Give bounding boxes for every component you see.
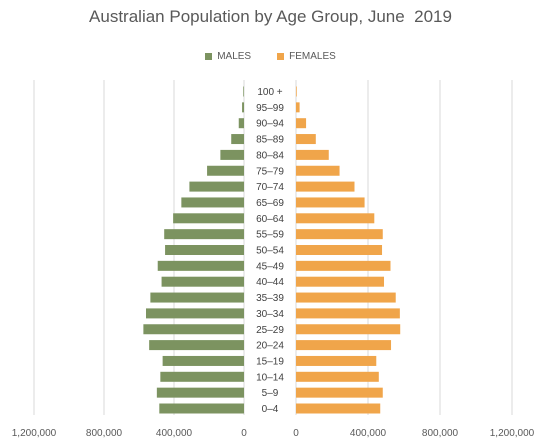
bar-females-16: [296, 340, 392, 351]
bar-females-12: [296, 276, 385, 287]
category-label-0: 100 +: [257, 87, 282, 98]
x-tick-right-3: 1,200,000: [490, 428, 535, 439]
bar-females-0: [296, 86, 297, 97]
bar-males-18: [160, 371, 244, 382]
bar-females-20: [296, 403, 381, 414]
category-label-11: 45–49: [256, 261, 284, 272]
bar-males-5: [207, 165, 244, 176]
bar-males-16: [149, 340, 244, 351]
category-label-9: 55–59: [256, 230, 284, 241]
bar-males-6: [189, 181, 244, 192]
bar-females-18: [296, 371, 379, 382]
bar-males-2: [238, 118, 244, 129]
bar-males-0: [243, 86, 244, 97]
category-label-13: 35–39: [256, 293, 284, 304]
category-label-8: 60–64: [256, 214, 284, 225]
bar-males-15: [143, 324, 244, 335]
chart-title: Australian Population by Age Group, June…: [89, 7, 452, 26]
legend-swatch-males: [205, 53, 213, 60]
bar-males-10: [165, 245, 244, 255]
bar-males-7: [181, 197, 244, 208]
bar-females-19: [296, 387, 383, 398]
category-label-4: 80–84: [256, 150, 284, 161]
bar-females-6: [296, 181, 355, 192]
bar-females-13: [296, 292, 396, 303]
legend-label-males: MALES: [217, 51, 252, 62]
category-label-1: 95–99: [256, 103, 284, 114]
bar-males-14: [146, 308, 244, 319]
bar-females-11: [296, 260, 391, 271]
bar-males-9: [164, 229, 244, 240]
bar-males-4: [220, 149, 244, 160]
x-tick-left-0: 1,200,000: [12, 428, 57, 439]
legend-item-females: FEMALES: [277, 51, 336, 62]
bar-females-3: [296, 134, 316, 145]
bar-males-13: [150, 292, 244, 303]
legend-item-males: MALES: [205, 51, 251, 62]
category-label-19: 5–9: [262, 388, 279, 399]
bar-males-17: [162, 355, 244, 366]
category-label-12: 40–44: [256, 277, 284, 288]
bar-males-8: [173, 213, 244, 224]
bar-females-2: [296, 118, 307, 129]
bar-females-5: [296, 165, 340, 176]
category-label-17: 15–19: [256, 356, 284, 367]
legend-swatch-females: [277, 53, 285, 60]
bar-males-19: [156, 387, 244, 398]
bar-females-15: [296, 324, 401, 335]
category-label-16: 20–24: [256, 341, 284, 352]
legend-label-females: FEMALES: [289, 51, 336, 62]
bar-females-14: [296, 308, 400, 319]
category-label-14: 30–34: [256, 309, 284, 320]
x-tick-right-2: 800,000: [422, 428, 459, 439]
legend: MALES FEMALES: [0, 51, 541, 62]
category-label-18: 10–14: [256, 372, 284, 383]
bar-males-3: [231, 134, 244, 145]
category-label-15: 25–29: [256, 325, 284, 336]
bar-females-1: [296, 102, 300, 113]
bar-males-11: [157, 260, 244, 271]
bar-females-8: [296, 213, 375, 224]
category-label-6: 70–74: [256, 182, 284, 193]
bar-females-17: [296, 355, 377, 366]
category-label-5: 75–79: [256, 166, 284, 177]
bar-females-4: [296, 149, 329, 160]
bar-females-10: [296, 245, 383, 255]
category-label-2: 90–94: [256, 119, 284, 130]
bar-males-20: [159, 403, 244, 414]
x-tick-left-1: 800,000: [86, 428, 123, 439]
category-label-20: 0–4: [262, 404, 279, 415]
x-tick-left-2: 400,000: [156, 428, 193, 439]
category-label-7: 65–69: [256, 198, 284, 209]
bar-males-1: [242, 102, 244, 113]
x-tick-right-0: 0: [293, 428, 299, 439]
category-label-10: 50–54: [256, 246, 284, 257]
bar-females-9: [296, 229, 383, 240]
bar-males-12: [161, 276, 244, 287]
category-label-3: 85–89: [256, 135, 284, 146]
x-tick-left-3: 0: [241, 428, 247, 439]
x-tick-right-1: 400,000: [350, 428, 387, 439]
bar-females-7: [296, 197, 365, 208]
